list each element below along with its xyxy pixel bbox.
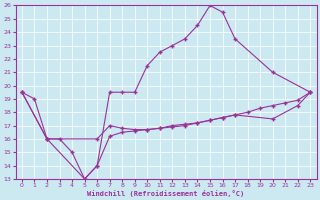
X-axis label: Windchill (Refroidissement éolien,°C): Windchill (Refroidissement éolien,°C) [87, 190, 245, 197]
